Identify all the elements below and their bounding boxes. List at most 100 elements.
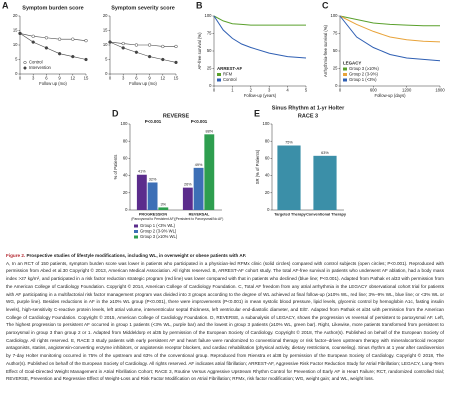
data-point [134, 50, 139, 54]
x-tick-label: 600 [370, 88, 378, 93]
data-point [71, 37, 75, 41]
data-point [174, 44, 178, 49]
category-note: (Paroxysmal to Persistent AF) [131, 217, 175, 221]
x-tick-label: 2 [250, 88, 253, 93]
y-tick-label: 25 [207, 66, 212, 71]
y-tick-label: 15 [13, 28, 18, 33]
y-tick-label: 10 [13, 42, 18, 47]
panel-letter: D [112, 108, 119, 118]
caption-body: A, In an RCT of 150 patients, symptom bu… [6, 260, 444, 382]
y-tick-label: 0 [267, 207, 270, 212]
y-tick-label: 10 [103, 42, 108, 47]
legend-label: Group 2 (3-9%) [349, 72, 378, 77]
panel-letter: B [196, 0, 203, 10]
x-tick-label: 3 [122, 76, 125, 81]
legend-swatch [134, 235, 138, 239]
legend-swatch [217, 78, 221, 82]
y-tick-label: 5 [15, 57, 18, 62]
y-tick-label: 0 [105, 71, 108, 76]
x-axis-label: Follow up (mo) [39, 81, 67, 86]
x-tick-label: PROGRESSION [139, 213, 168, 217]
value-label: 63% [321, 151, 329, 155]
x-tick-label: 12 [70, 76, 75, 81]
series-line [213, 15, 306, 26]
bar [182, 187, 193, 210]
value-label: 88% [205, 129, 213, 133]
bar [158, 207, 169, 210]
x-tick-label: 1 [231, 88, 234, 93]
series-line [339, 15, 440, 27]
data-point [71, 54, 75, 59]
x-tick-label: 9 [58, 76, 61, 81]
x-tick-label: 0 [339, 88, 342, 93]
x-tick-label: 0 [19, 76, 22, 81]
value-label: 75% [285, 141, 293, 145]
data-point [147, 43, 152, 47]
data-point [31, 34, 35, 38]
data-point [161, 57, 165, 62]
y-axis-label: % of Patients [113, 155, 118, 180]
x-axis-label: Follow-up (years) [244, 93, 277, 98]
data-point [134, 43, 139, 47]
data-point [84, 39, 88, 43]
chart-subtitle: RACE 3 [298, 113, 318, 119]
bar [193, 167, 204, 210]
y-tick-label: 0 [15, 71, 18, 76]
x-tick-label: 3 [32, 76, 35, 81]
legend-label: Group 3 (≥10% WL) [140, 234, 178, 239]
caption-title: Prospective studies of lifestyle modific… [26, 253, 247, 258]
legend-marker [23, 60, 27, 65]
data-point [174, 60, 178, 65]
data-point [147, 54, 152, 59]
series-line [213, 15, 307, 59]
x-axis-label: Follow-up (days) [375, 93, 407, 98]
y-tick-label: 60 [265, 156, 270, 161]
value-label: 32% [149, 177, 157, 181]
y-axis-label: Arrhythmia-free survival (%) [323, 24, 328, 76]
data-point [121, 46, 125, 50]
x-tick-label: 3 [268, 88, 271, 93]
legend-label: Group 1 (<3%) [349, 77, 377, 82]
y-tick-label: 75 [207, 31, 212, 36]
y-axis-label: SR (% of Patients) [255, 149, 260, 184]
legend-label: Group 1 (<3% WL) [140, 223, 176, 228]
x-tick-label: 6 [135, 76, 138, 81]
panel-letter: C [322, 0, 329, 10]
y-tick-label: 100 [121, 121, 129, 126]
x-tick-label: 5 [305, 88, 308, 93]
y-tick-label: 60 [123, 156, 128, 161]
x-tick-label: 12 [160, 76, 165, 81]
bar [147, 182, 158, 210]
series-line [109, 41, 176, 47]
x-tick-label: 1800 [435, 88, 445, 93]
x-tick-label: 0 [213, 88, 216, 93]
x-axis-label: Follow up (mo) [129, 81, 157, 86]
value-label: 49% [195, 163, 203, 167]
y-tick-label: 100 [205, 13, 213, 18]
value-label: 3% [161, 202, 167, 206]
data-point [57, 37, 62, 41]
chart-title: Symptom burden score [22, 5, 83, 11]
y-tick-label: 20 [265, 190, 270, 195]
series-line [19, 33, 87, 41]
x-tick-label: 1200 [402, 88, 412, 93]
data-point [44, 36, 49, 40]
legend-label: Control [223, 77, 237, 82]
caption: Figure 2. Prospective studies of lifesty… [0, 252, 450, 383]
y-tick-label: 0 [209, 83, 212, 88]
chart-title: REVERSE [163, 113, 190, 119]
legend-label: Intervention [29, 65, 52, 70]
value-label: 41% [138, 170, 146, 174]
data-point [57, 52, 62, 56]
y-tick-label: 20 [123, 190, 128, 195]
y-tick-label: 5 [105, 57, 108, 62]
legend-label: Group 2 (3-9% WL) [140, 229, 177, 234]
y-tick-label: 25 [333, 66, 338, 71]
x-tick-label: 0 [109, 76, 112, 81]
x-tick-label: 15 [174, 76, 179, 81]
legend-title: LEGACY [343, 61, 361, 66]
category-note: (Persistent to Paroxysmal/No AF) [175, 217, 224, 221]
x-tick-label: 15 [84, 76, 89, 81]
panel-letter: A [2, 0, 9, 10]
